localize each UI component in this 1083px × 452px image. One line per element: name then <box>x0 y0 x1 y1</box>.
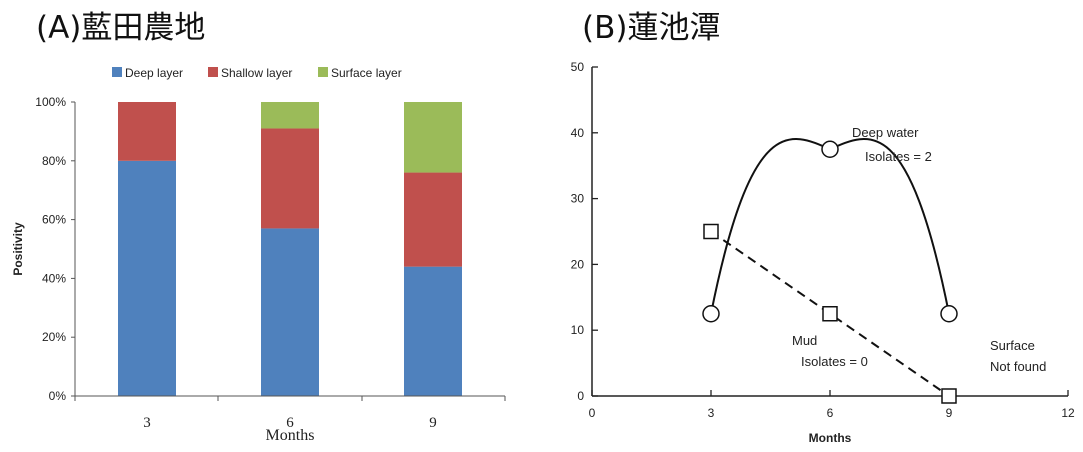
legend-label: Surface layer <box>331 66 402 80</box>
mud-line <box>710 230 950 397</box>
mud-point <box>941 388 957 404</box>
annotation-deep-water-isolates: Isolates = 2 <box>865 149 932 164</box>
y-tick-label: 30 <box>571 192 585 206</box>
y-tick-label: 40% <box>42 271 66 285</box>
bar-segment <box>261 102 319 129</box>
y-tick-label: 20% <box>42 330 66 344</box>
x-tick-label: 9 <box>429 415 437 431</box>
y-tick-label: 40 <box>571 126 585 140</box>
y-tick-label: 60% <box>42 213 66 227</box>
deep-water-curve <box>710 138 950 314</box>
legend-swatch <box>112 67 122 77</box>
deep-water-point <box>940 305 958 323</box>
annotation-mud-isolates: Isolates = 0 <box>801 354 868 369</box>
x-tick-label: 3 <box>708 406 715 420</box>
bar-segment <box>118 102 176 161</box>
annotation-mud: Mud <box>792 333 817 348</box>
annotation-surface: Surface <box>990 338 1035 353</box>
y-axis-label: Positivity <box>11 222 25 276</box>
bar-segment <box>404 102 462 173</box>
y-tick-label: 0% <box>49 389 67 403</box>
x-axis-label: Months <box>809 431 852 445</box>
bar-segment <box>118 160 176 396</box>
x-tick-label: 6 <box>286 415 294 431</box>
line-chart: 0 10 20 30 40 50 0 3 6 9 12 Deep water Isolates = 2 M… <box>571 60 1075 445</box>
y-tick-label: 0 <box>577 389 584 403</box>
x-tick-label: 6 <box>827 406 834 420</box>
x-tick-label: 3 <box>143 415 151 431</box>
bar-segment <box>404 172 462 267</box>
y-tick-label: 100% <box>35 95 66 109</box>
y-tick-label: 80% <box>42 154 66 168</box>
stacked-bar-chart: Deep layer Shallow layer Surface layer 0% 20… <box>11 66 506 444</box>
panel-b-title: (B)蓮池潭 <box>582 10 721 46</box>
y-tick-label: 10 <box>571 323 585 337</box>
legend-label: Shallow layer <box>221 66 292 80</box>
legend-label: Deep layer <box>125 66 183 80</box>
annotation-deep-water: Deep water <box>852 125 919 140</box>
bar-segment <box>261 128 319 229</box>
x-tick-label: 0 <box>589 406 596 420</box>
bar-segment <box>261 228 319 396</box>
x-tick-label: 12 <box>1061 406 1075 420</box>
y-tick-label: 50 <box>571 60 585 74</box>
y-tick-label: 20 <box>571 257 585 271</box>
x-axis-label: Months <box>266 427 315 444</box>
x-tick-label: 9 <box>946 406 953 420</box>
bar-segment <box>404 266 462 396</box>
legend-swatch <box>318 67 328 77</box>
panel-a-title: (A)藍田農地 <box>36 10 206 46</box>
legend-swatch <box>208 67 218 77</box>
deep-water-point <box>821 140 839 158</box>
deep-water-point <box>702 305 720 323</box>
mud-point <box>822 306 838 322</box>
annotation-surface-status: Not found <box>990 359 1046 374</box>
mud-point <box>703 223 719 240</box>
